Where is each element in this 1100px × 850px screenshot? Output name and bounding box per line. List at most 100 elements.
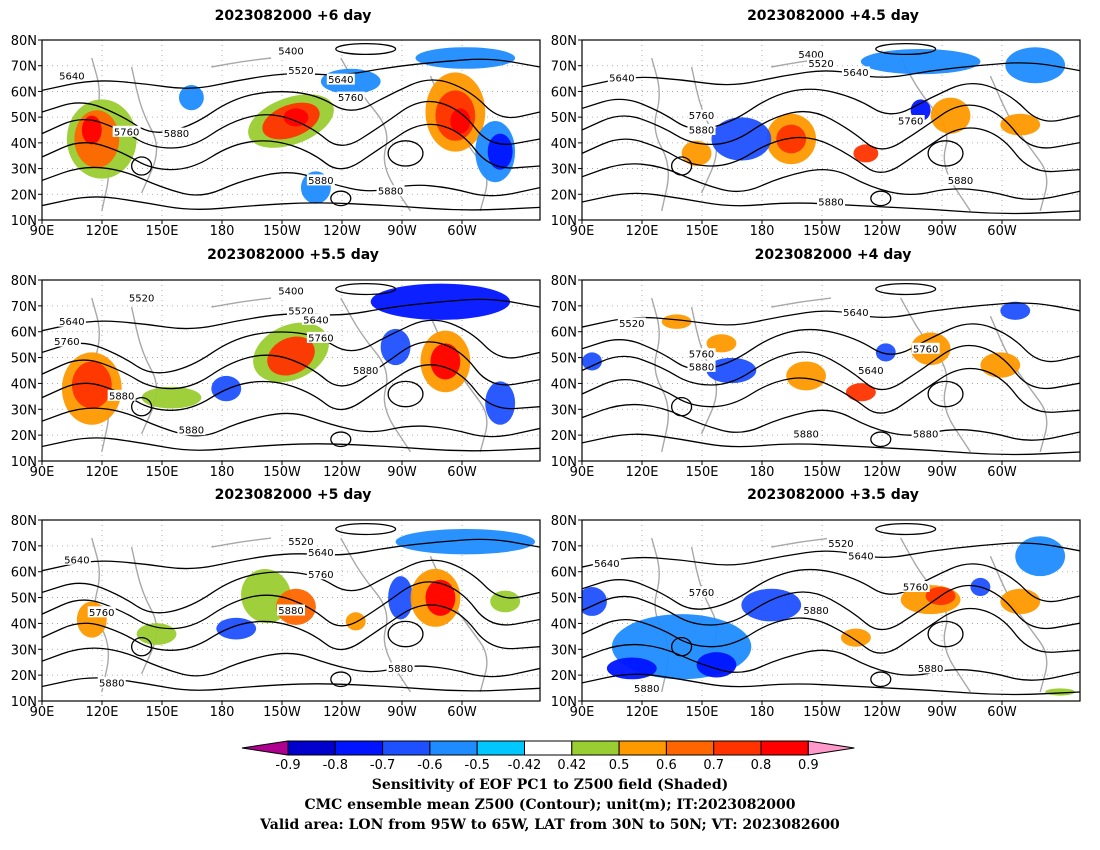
z500-closed-contour xyxy=(387,620,424,648)
lat-tick-label: 80N xyxy=(551,514,577,529)
sensitivity-shading xyxy=(485,381,516,425)
sensitivity-shading xyxy=(283,108,309,127)
sensitivity-shading xyxy=(980,352,1021,378)
coastline xyxy=(771,537,832,548)
contour-label: 5640 xyxy=(64,555,89,566)
lon-tick-label: 150E xyxy=(685,705,718,720)
sensitivity-shading xyxy=(450,108,471,134)
lon-tick-label: 150W xyxy=(803,465,841,480)
colorbar: -0.9 -0.8 -0.7 -0.6 -0.5 -0.42 0.42 0.5 0.6 0.7 0.… xyxy=(241,740,855,773)
contour-label-bg xyxy=(336,91,365,103)
colorbar-tick-label: -0.7 xyxy=(370,758,395,773)
contour-label: 5880 xyxy=(278,606,303,617)
contour-label-bg xyxy=(911,342,940,354)
z500-contour xyxy=(582,607,1080,654)
contour-label: 5880 xyxy=(818,198,843,209)
caption-line-2: CMC ensemble mean Z500 (Contour); unit(m… xyxy=(304,797,796,813)
sensitivity-shading xyxy=(141,386,202,409)
lon-tick-label: 120W xyxy=(323,705,361,720)
colorbar-segment xyxy=(713,740,762,756)
map-frame xyxy=(581,279,1081,462)
contour-label: 5880 xyxy=(918,664,943,675)
contour-label-bg xyxy=(286,64,315,76)
sensitivity-shading xyxy=(853,144,879,163)
contour-label-bg xyxy=(901,580,930,592)
contour-label: 5400 xyxy=(798,50,823,61)
map-background xyxy=(582,40,1080,220)
z500-closed-contour xyxy=(870,671,892,688)
coastline xyxy=(211,297,272,308)
lat-tick-label: 60N xyxy=(551,85,577,100)
panel-title-4: 2023082000 +4 day xyxy=(754,247,912,263)
sensitivity-shading xyxy=(425,579,456,616)
contour-label-bg xyxy=(306,568,335,580)
contour-label-bg xyxy=(592,557,621,569)
lat-tick-label: 40N xyxy=(551,137,577,152)
z500-closed-contour xyxy=(875,282,937,296)
sensitivity-shading xyxy=(415,47,516,69)
sensitivity-shading xyxy=(1000,588,1041,615)
lon-tick-label: 150E xyxy=(145,705,178,720)
contour-label-bg xyxy=(841,66,870,78)
sensitivity-shading xyxy=(216,617,257,640)
sensitivity-shading xyxy=(388,576,414,620)
contour-label: 5880 xyxy=(164,129,189,140)
lon-tick-label: 90W xyxy=(387,705,417,720)
colorbar-tick-label: 0.7 xyxy=(703,758,724,773)
colorbar-max-triangle xyxy=(807,740,855,756)
contour-label: 5880 xyxy=(388,664,413,675)
contour-label: 5760 xyxy=(689,111,714,122)
contour-label: 5880 xyxy=(803,606,828,617)
z500-contour xyxy=(42,319,540,374)
sensitivity-shading xyxy=(136,623,177,645)
z500-contour xyxy=(42,677,540,692)
sensitivity-shading xyxy=(490,590,521,613)
contour-label-bg xyxy=(687,360,716,372)
lon-tick-label: 90W xyxy=(387,224,417,239)
z500-closed-contour xyxy=(670,397,693,417)
z500-contour xyxy=(582,563,1080,610)
contour-label-bg xyxy=(632,682,661,694)
lon-tick-label: 120E xyxy=(625,224,658,239)
contour-label: 5880 xyxy=(948,176,973,187)
z500-contour xyxy=(582,542,1080,568)
contour-label-bg xyxy=(687,348,716,360)
z500-closed-contour xyxy=(870,190,892,207)
contour-label: 5640 xyxy=(594,559,619,570)
contour-label: 5760 xyxy=(903,582,928,593)
z500-contour xyxy=(582,673,1080,696)
contour-label: 5640 xyxy=(843,308,868,319)
z500-closed-contour xyxy=(387,380,424,408)
contour-label-bg xyxy=(807,57,836,69)
z500-contour xyxy=(42,647,540,678)
z500-closed-contour xyxy=(335,282,397,296)
lat-tick-label: 60N xyxy=(11,85,37,100)
z500-contour xyxy=(582,83,1080,130)
contour-label-bg xyxy=(846,550,875,562)
panel-title-3: 2023082000 +5.5 day xyxy=(207,247,379,263)
sensitivity-shading xyxy=(840,628,871,647)
map-frame xyxy=(41,279,541,462)
contour-label: 5520 xyxy=(828,539,853,550)
z500-closed-contour xyxy=(875,42,937,56)
lon-tick-label: 60W xyxy=(447,465,477,480)
lat-tick-label: 80N xyxy=(11,274,37,289)
contour-label: 5520 xyxy=(129,294,154,305)
sensitivity-shading xyxy=(71,361,112,409)
z500-contour xyxy=(42,100,540,149)
lat-tick-label: 60N xyxy=(11,566,37,581)
lat-tick-label: 50N xyxy=(551,111,577,126)
lat-tick-label: 70N xyxy=(551,60,577,75)
lat-tick-label: 50N xyxy=(551,352,577,367)
lon-tick-label: 180 xyxy=(750,224,775,239)
lat-tick-label: 80N xyxy=(11,34,37,49)
sensitivity-shading xyxy=(395,529,536,555)
z500-closed-contour xyxy=(670,156,693,176)
contour-label-bg xyxy=(687,586,716,598)
z500-closed-contour xyxy=(330,190,352,207)
contour-label: 5640 xyxy=(59,72,84,83)
contour-label-bg xyxy=(62,553,91,565)
